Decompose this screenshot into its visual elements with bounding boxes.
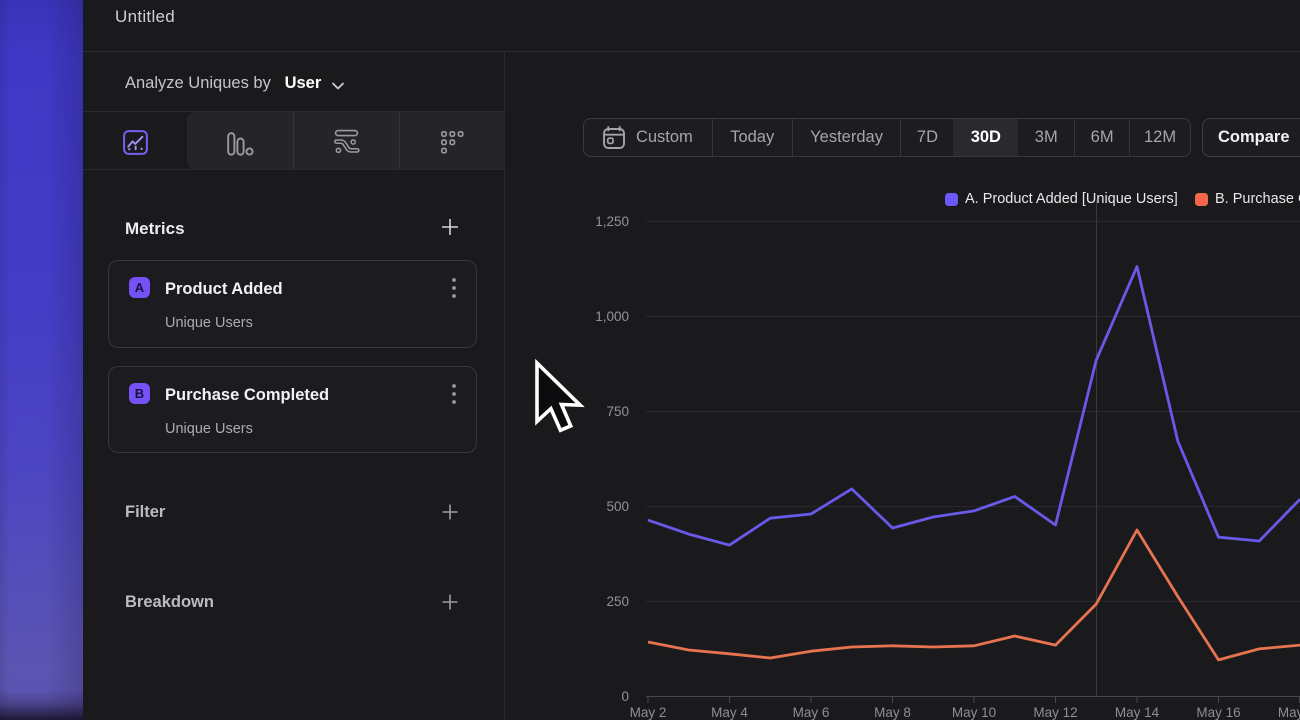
svg-text:750: 750 <box>606 404 629 419</box>
svg-text:May 2: May 2 <box>630 705 667 720</box>
svg-text:May 4: May 4 <box>711 705 748 720</box>
svg-text:May 12: May 12 <box>1033 705 1077 720</box>
svg-text:May 16: May 16 <box>1196 705 1240 720</box>
svg-text:May 14: May 14 <box>1115 705 1160 720</box>
svg-text:May 6: May 6 <box>793 705 830 720</box>
svg-text:500: 500 <box>606 499 629 514</box>
svg-text:250: 250 <box>606 594 629 609</box>
svg-text:May 8: May 8 <box>874 705 911 720</box>
svg-text:May 18: May 18 <box>1278 705 1300 720</box>
svg-text:1,250: 1,250 <box>595 214 629 229</box>
svg-text:0: 0 <box>621 689 629 704</box>
svg-text:May 10: May 10 <box>952 705 996 720</box>
svg-text:1,000: 1,000 <box>595 309 629 324</box>
